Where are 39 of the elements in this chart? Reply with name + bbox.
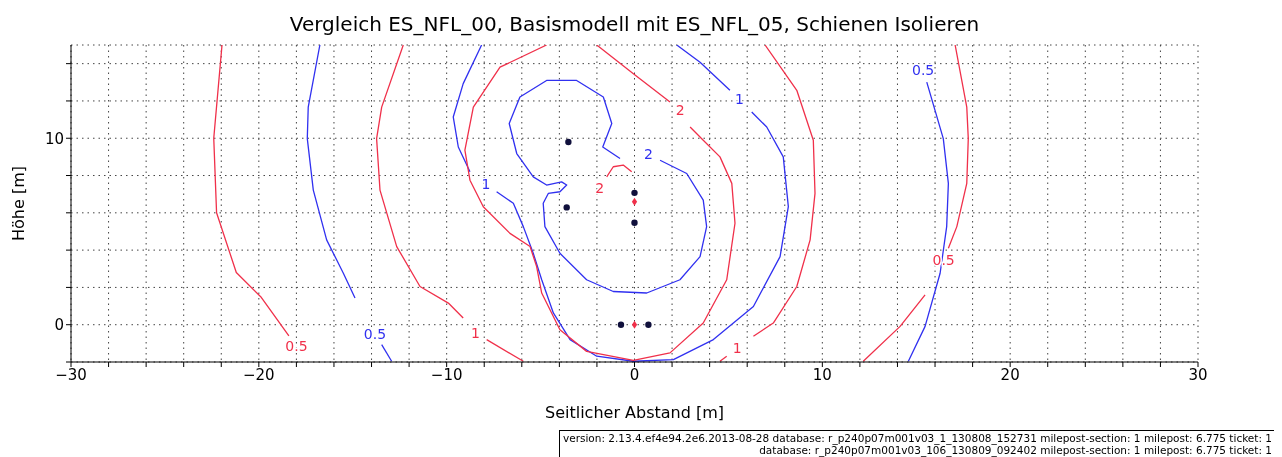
line-series [464, 45, 736, 361]
point [631, 219, 638, 226]
chart-title: Vergleich ES_NFL_00, Basismodell mit ES_NFL_05, Schienen Isolieren [288, 12, 981, 36]
x-tick-label: 20 [1000, 365, 1020, 384]
text: database: r_p240p07m001v03_106_130809_092402 milepost-section: 1 milepost: 6.775 ticket: 1 [758, 444, 1272, 456]
x-tick-label: 10 [812, 365, 832, 384]
x-tick-label: −10 [430, 365, 463, 384]
line-series [452, 45, 483, 173]
point [645, 321, 652, 328]
line-series [947, 45, 969, 249]
x-axis-title: Seitlicher Abstand [m] [544, 403, 725, 422]
line-series [606, 164, 633, 178]
series-label: 1 [481, 176, 491, 193]
series-label: 0.5 [363, 325, 387, 342]
point [617, 321, 625, 328]
series-label: 2 [643, 146, 653, 163]
line-series [508, 79, 708, 294]
point [631, 197, 638, 206]
series-label: 2 [595, 179, 605, 196]
series-label: 2 [675, 102, 685, 119]
series-label: 1 [732, 340, 742, 357]
series-label: 0.5 [285, 338, 308, 355]
series-label: 0.5 [911, 61, 935, 78]
series-label: 1 [734, 91, 744, 108]
line-series [375, 45, 464, 319]
point [631, 320, 638, 329]
point [563, 204, 570, 211]
point [631, 189, 638, 197]
x-tick-label: −20 [243, 365, 275, 384]
series-label: 1 [471, 325, 480, 342]
point [565, 138, 572, 146]
line-series [306, 45, 356, 299]
line-series [213, 45, 290, 337]
y-axis-title: Höhe [m] [8, 166, 28, 241]
x-tick-label: 30 [1188, 365, 1208, 384]
x-tick-label: −30 [55, 365, 87, 384]
x-tick-label: 0 [629, 365, 640, 384]
line-series [752, 45, 816, 337]
text: version: 2.13.4.ef4e94.2e6.2013-08-28 database: r_p240p07m001v03_1_130808_152731 milepost-section: 1 milepost: 6.775 ticket: 1 [562, 432, 1272, 444]
